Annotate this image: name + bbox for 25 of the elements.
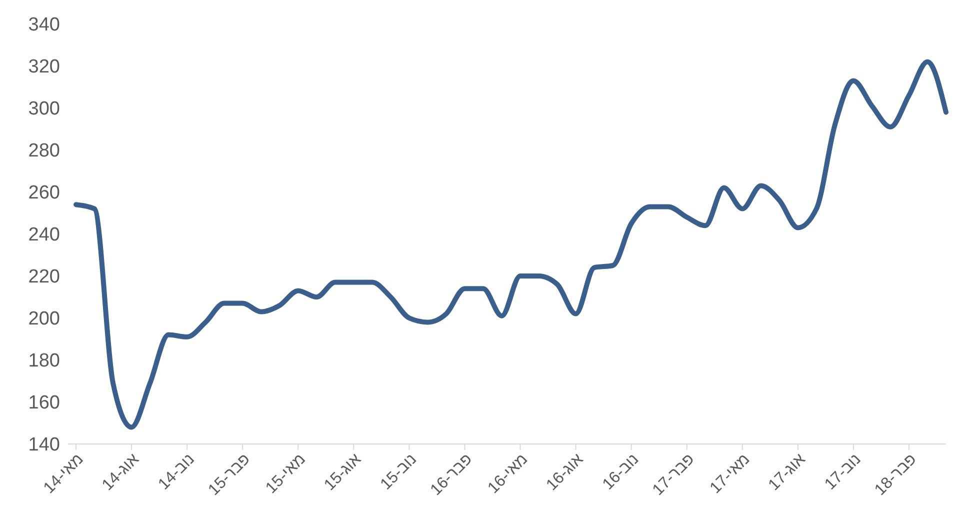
y-tick-label: 340 bbox=[28, 14, 60, 36]
x-tick-label: נוב-14 bbox=[155, 450, 198, 494]
y-tick-label: 200 bbox=[28, 308, 60, 330]
y-tick-label: 240 bbox=[28, 224, 60, 246]
y-tick-label: 320 bbox=[28, 56, 60, 78]
x-tick-label: פבר-18 bbox=[872, 450, 920, 499]
y-tick-label: 220 bbox=[28, 266, 60, 288]
y-tick-label: 180 bbox=[28, 350, 60, 372]
y-tick-label: 160 bbox=[28, 392, 60, 414]
y-tick-label: 280 bbox=[28, 140, 60, 162]
x-tick-label: אוג-17 bbox=[766, 450, 809, 494]
x-tick-label: מאי-17 bbox=[707, 450, 754, 498]
x-tick-label: פבר-16 bbox=[428, 450, 476, 499]
x-tick-label: פבר-17 bbox=[650, 450, 698, 499]
x-tick-label: אוג-16 bbox=[543, 450, 587, 494]
x-tick-label: נוב-17 bbox=[822, 450, 864, 494]
x-tick-label: פבר-15 bbox=[205, 450, 254, 499]
y-tick-label: 260 bbox=[28, 182, 60, 204]
x-tick-label: אוג-14 bbox=[99, 450, 142, 494]
x-tick-label: אוג-15 bbox=[321, 450, 365, 494]
y-tick-label: 300 bbox=[28, 98, 60, 120]
x-tick-label: נוב-15 bbox=[378, 450, 420, 494]
x-tick-label: מאי-15 bbox=[262, 450, 309, 498]
x-tick-label: נוב-16 bbox=[600, 450, 642, 494]
x-tick-label: מאי-16 bbox=[484, 450, 532, 498]
